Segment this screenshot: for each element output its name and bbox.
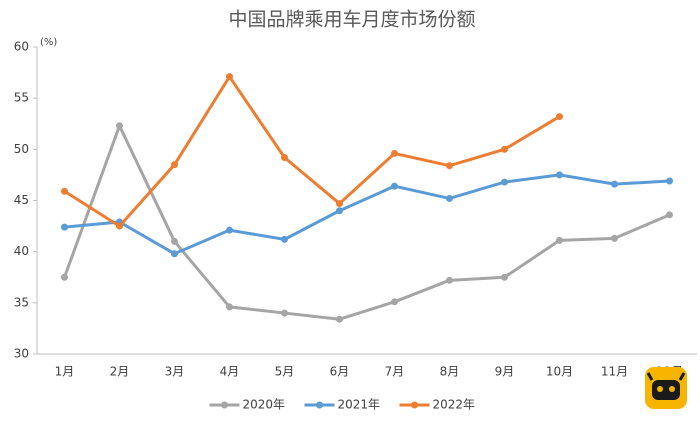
data-point [666,211,673,219]
series-line [63,124,671,321]
data-point [501,178,508,186]
data-point [666,177,673,185]
legend-label: 2022年 [433,398,476,412]
data-point [391,182,398,190]
legend-marker [221,401,228,409]
x-tick-label: 3月 [165,365,185,379]
y-tick-label: 30 [14,347,29,361]
chart-title: 中国品牌乘用车月度市场份额 [228,9,475,31]
y-tick-label: 50 [14,142,29,156]
y-tick-label: 55 [14,91,29,105]
legend-marker [316,401,323,409]
x-tick-label: 11月 [601,365,628,379]
data-point [61,223,68,231]
data-point [446,162,453,170]
data-point [281,154,288,162]
x-tick-label: 5月 [275,365,295,379]
data-point [61,187,68,195]
y-tick-label: 40 [14,244,29,258]
data-point [336,200,343,208]
data-point [226,226,233,234]
y-unit: (%) [40,37,57,48]
data-point [116,222,123,230]
y-tick-label: 60 [14,40,29,54]
data-point [171,250,178,258]
legend-label: 2020年 [243,398,286,412]
x-tick-label: 4月 [220,365,240,379]
x-tick-label: 6月 [330,365,350,379]
legend-marker [411,401,418,409]
data-point [226,303,233,311]
data-point [391,298,398,306]
data-point [556,236,563,244]
data-point [556,113,563,121]
data-point [281,309,288,317]
data-point [116,122,123,130]
data-point [611,234,618,242]
data-point [611,180,618,188]
data-point [556,171,563,179]
y-tick-label: 45 [14,193,29,207]
x-tick-label: 9月 [495,365,515,379]
data-point [226,73,233,81]
x-tick-label: 8月 [440,365,460,379]
x-tick-label: 1月 [55,365,75,379]
data-point [281,235,288,243]
series-line [63,75,561,228]
x-tick-label: 7月 [385,365,405,379]
logo-icon [645,367,687,409]
data-point [391,149,398,157]
x-tick-label: 2月 [110,365,130,379]
data-point [446,276,453,284]
data-point [446,194,453,202]
data-point [501,145,508,153]
data-point [171,237,178,245]
x-tick-label: 10月 [546,365,573,379]
data-point [61,273,68,281]
data-point [171,161,178,169]
data-point [336,315,343,323]
data-point [501,273,508,281]
y-tick-label: 35 [14,295,29,309]
legend-label: 2021年 [338,398,381,412]
series-line [64,173,670,256]
data-point [336,207,343,215]
